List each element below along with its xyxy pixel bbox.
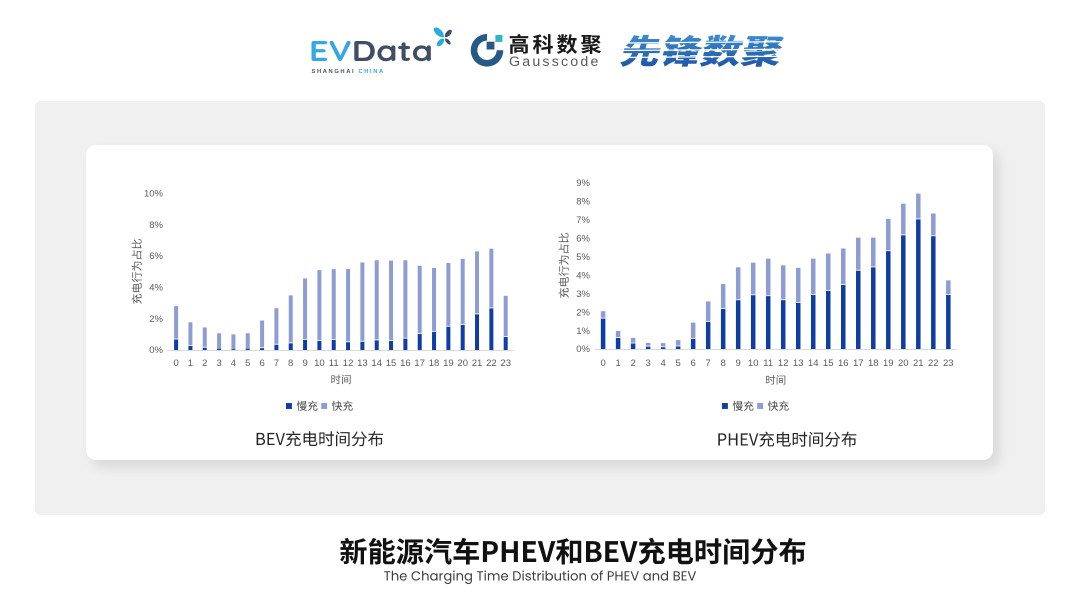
svg-text:6: 6 (691, 358, 696, 369)
svg-text:8%: 8% (149, 220, 163, 231)
svg-text:9%: 9% (576, 178, 590, 189)
svg-text:21: 21 (472, 358, 483, 369)
svg-text:5: 5 (675, 358, 680, 369)
svg-text:9: 9 (736, 358, 741, 369)
svg-text:10%: 10% (144, 189, 164, 200)
svg-text:Gausscode: Gausscode (509, 54, 601, 70)
svg-text:23: 23 (500, 358, 511, 369)
svg-text:0%: 0% (149, 345, 163, 356)
svg-text:1%: 1% (576, 326, 590, 337)
svg-text:4: 4 (660, 358, 665, 369)
svg-text:15: 15 (386, 358, 397, 369)
svg-text:12: 12 (343, 358, 354, 369)
svg-text:3: 3 (216, 358, 221, 369)
svg-text:16: 16 (400, 358, 411, 369)
svg-text:6: 6 (259, 358, 264, 369)
svg-text:21: 21 (913, 358, 924, 369)
svg-text:10: 10 (314, 358, 325, 369)
svg-text:4%: 4% (149, 283, 163, 294)
svg-text:7: 7 (274, 358, 279, 369)
svg-text:22: 22 (486, 358, 497, 369)
svg-text:2%: 2% (149, 314, 163, 325)
svg-text:6%: 6% (576, 234, 590, 245)
svg-text:4: 4 (231, 358, 236, 369)
svg-text:19: 19 (443, 358, 454, 369)
svg-text:5%: 5% (576, 252, 590, 263)
svg-text:7%: 7% (576, 215, 590, 226)
svg-text:19: 19 (883, 358, 894, 369)
svg-text:0: 0 (600, 358, 605, 369)
svg-text:11: 11 (763, 358, 773, 369)
svg-text:2%: 2% (576, 307, 590, 318)
svg-text:1: 1 (188, 358, 193, 369)
svg-text:12: 12 (778, 358, 789, 369)
svg-text:9: 9 (302, 358, 307, 369)
svg-text:2: 2 (630, 358, 635, 369)
svg-text:8: 8 (288, 358, 293, 369)
svg-text:13: 13 (357, 358, 368, 369)
svg-text:14: 14 (808, 358, 819, 369)
svg-text:17: 17 (853, 358, 864, 369)
svg-text:8: 8 (721, 358, 726, 369)
svg-text:0%: 0% (576, 344, 590, 355)
svg-text:16: 16 (838, 358, 849, 369)
svg-text:18: 18 (868, 358, 879, 369)
svg-text:3: 3 (645, 358, 650, 369)
svg-text:1: 1 (615, 358, 620, 369)
svg-text:4%: 4% (576, 270, 590, 281)
svg-text:14: 14 (371, 358, 382, 369)
svg-text:17: 17 (414, 358, 425, 369)
svg-text:2: 2 (202, 358, 207, 369)
svg-text:22: 22 (928, 358, 939, 369)
svg-text:0: 0 (173, 358, 178, 369)
svg-text:20: 20 (898, 358, 909, 369)
svg-text:SHANGHAI CHINA: SHANGHAI CHINA (312, 69, 385, 75)
svg-text:3%: 3% (576, 289, 590, 300)
svg-text:15: 15 (823, 358, 834, 369)
svg-text:11: 11 (329, 358, 339, 369)
svg-text:23: 23 (943, 358, 954, 369)
svg-text:6%: 6% (149, 251, 163, 262)
svg-text:8%: 8% (576, 197, 590, 208)
svg-text:20: 20 (457, 358, 468, 369)
svg-text:7: 7 (706, 358, 711, 369)
svg-text:10: 10 (748, 358, 759, 369)
svg-text:5: 5 (245, 358, 250, 369)
svg-text:13: 13 (793, 358, 804, 369)
svg-text:18: 18 (429, 358, 440, 369)
